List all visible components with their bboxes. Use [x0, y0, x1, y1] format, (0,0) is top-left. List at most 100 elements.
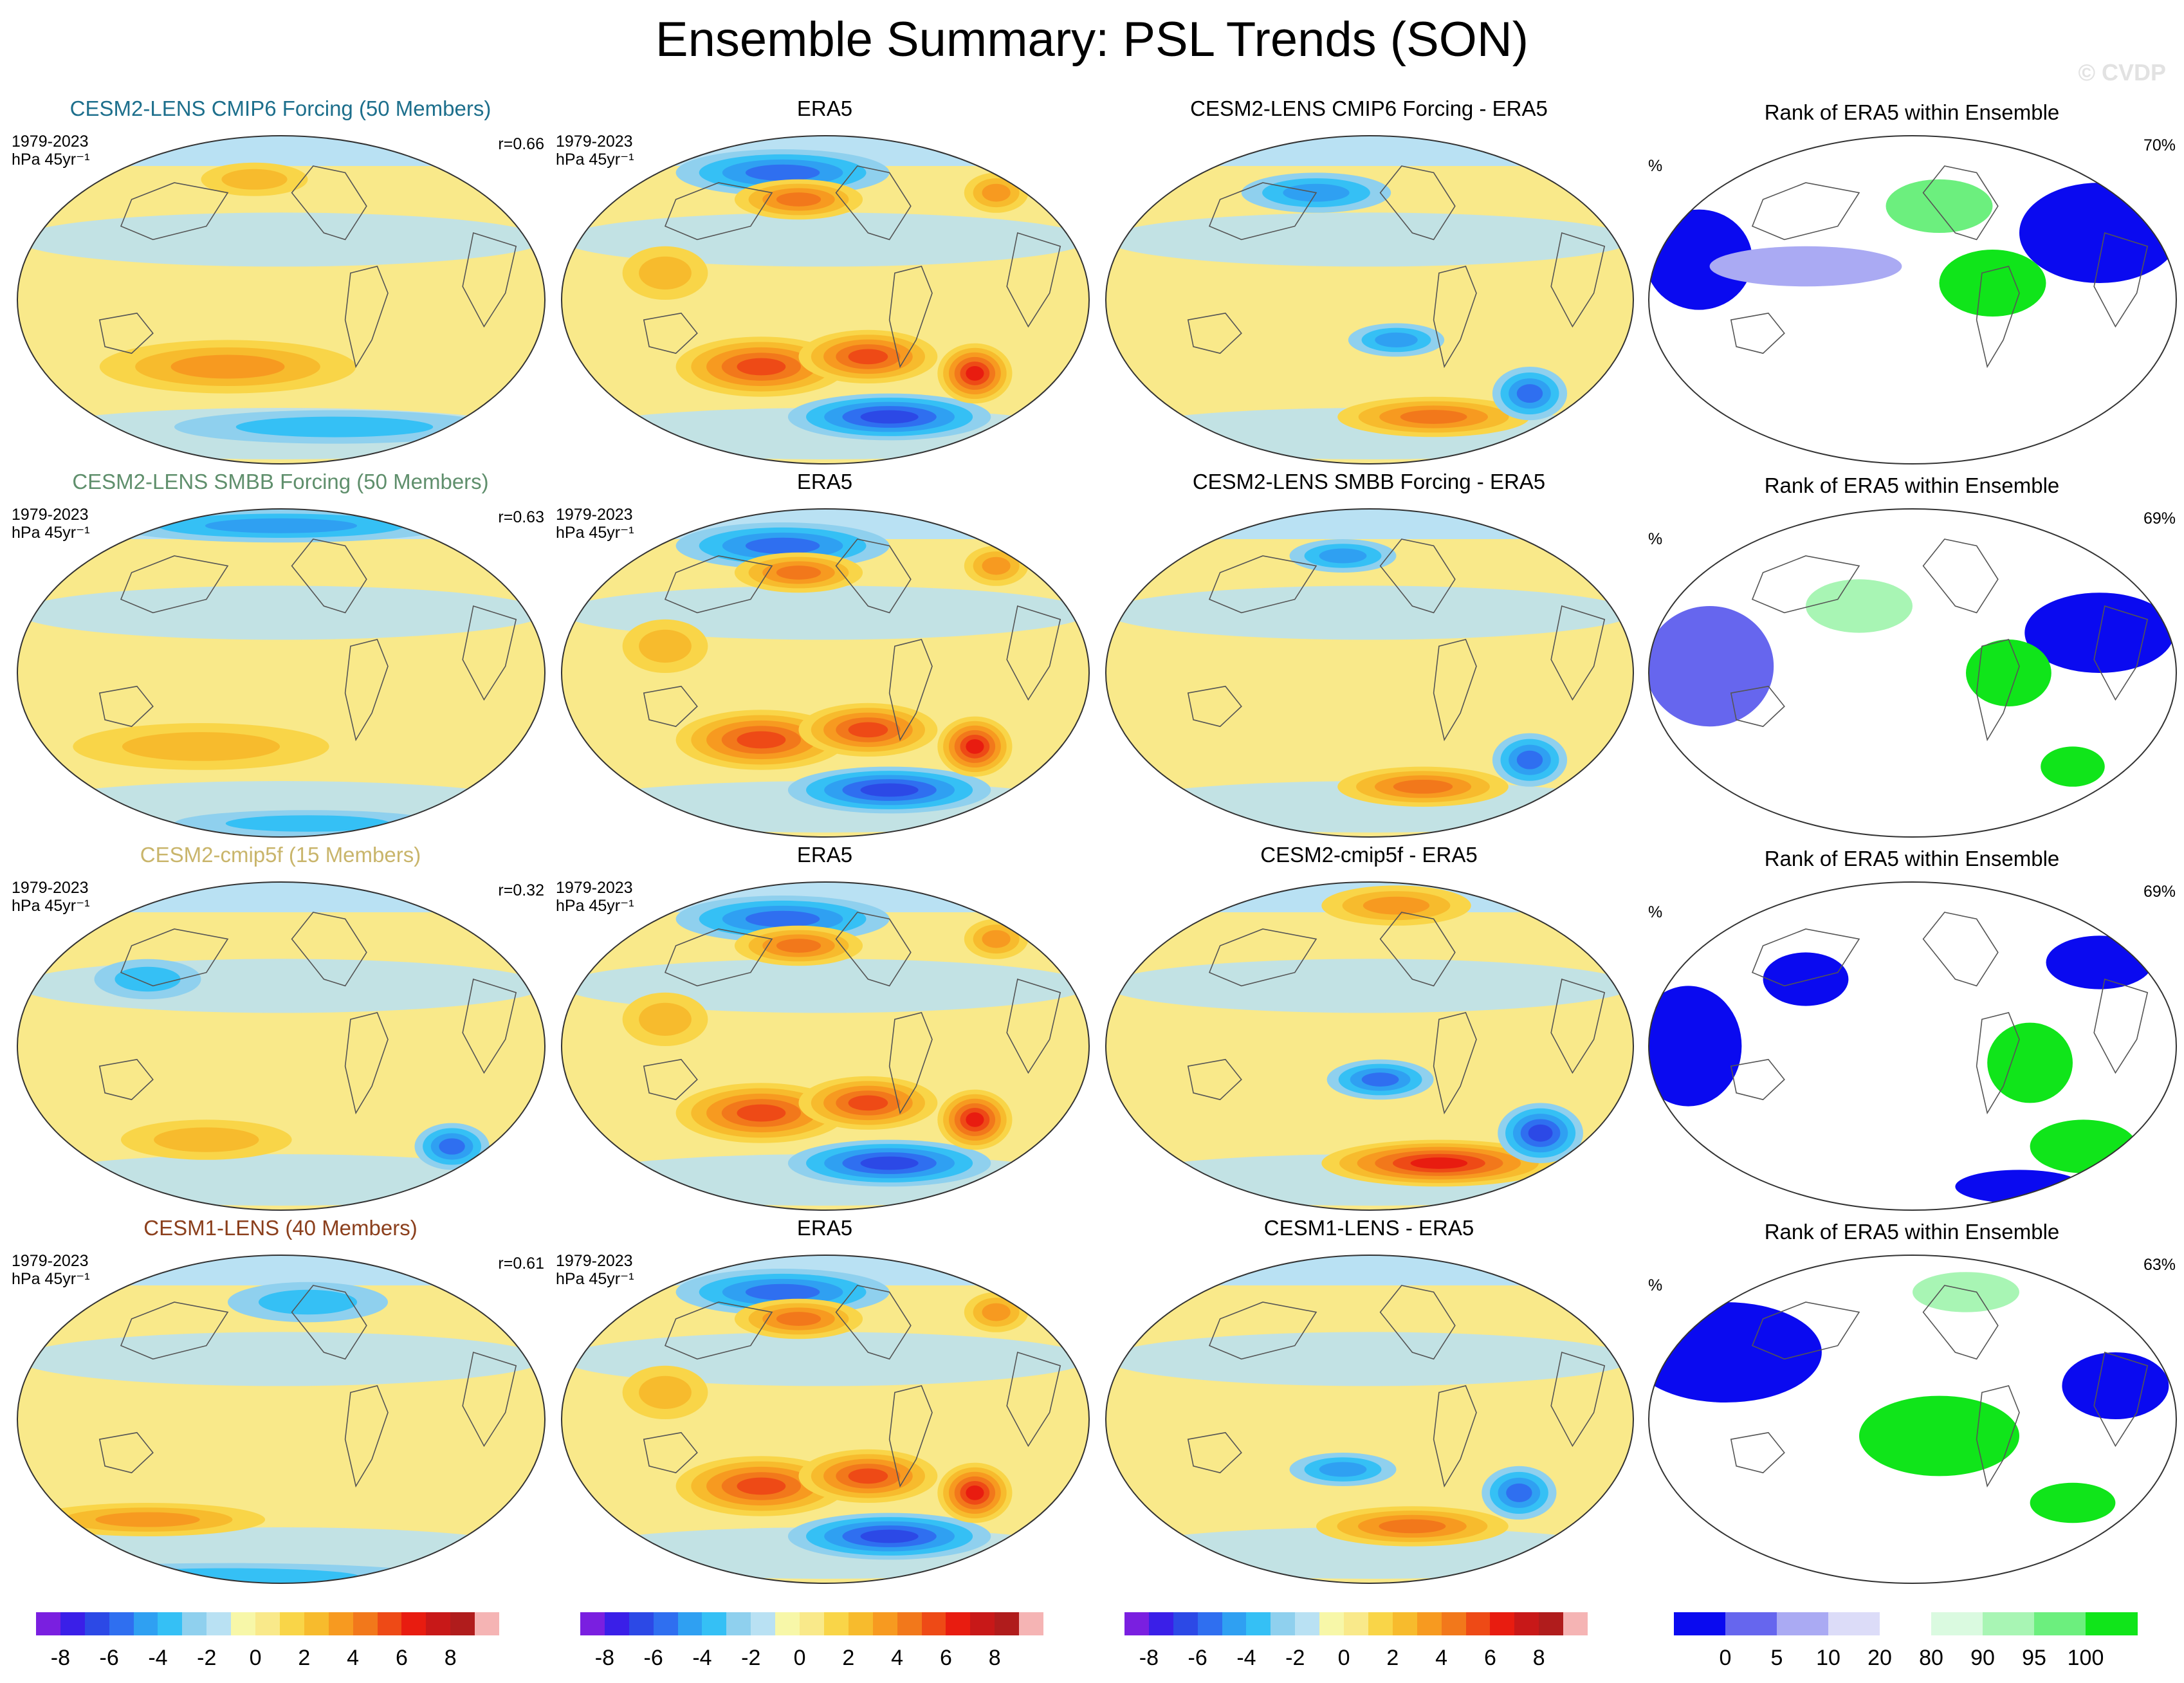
- panel-rank-row-2: Rank of ERA5 within Ensemble% 69%: [1639, 470, 2184, 843]
- colorbar-tick-label: 5: [1770, 1646, 1783, 1670]
- colorbar-tick-label: 0: [249, 1646, 262, 1670]
- positive-trend-contour: [737, 1477, 786, 1495]
- period-and-units: 1979-2023 hPa 45yr⁻¹: [556, 133, 634, 169]
- colorbar-swatch: [1725, 1612, 1777, 1635]
- map-border: [1648, 135, 2177, 464]
- coastline: [344, 266, 389, 369]
- colorbar-swatch: [401, 1612, 427, 1635]
- colorbar-swatch: [1222, 1612, 1247, 1635]
- colorbar-swatch: [1880, 1612, 1932, 1635]
- coastline: [888, 1012, 933, 1115]
- panel-title: ERA5: [796, 97, 853, 120]
- negative-trend-contour: [860, 410, 919, 424]
- panel-rank-row-3: Rank of ERA5 within Ensemble% 69%: [1639, 843, 2184, 1216]
- coastline: [1379, 538, 1456, 614]
- colorbar-swatch: [255, 1612, 280, 1635]
- panel-title: Rank of ERA5 within Ensemble: [1764, 1220, 2060, 1244]
- negative-trend-contour: [205, 518, 358, 533]
- colorbar-swatch: [921, 1612, 946, 1635]
- positive-trend-contour: [776, 192, 821, 207]
- negative-trend-contour: [1361, 1072, 1399, 1087]
- positive-trend-contour: [639, 629, 692, 663]
- coastline: [1006, 978, 1061, 1074]
- units-label: hPa 45yr⁻¹: [556, 897, 634, 915]
- colorbar-swatch: [1319, 1612, 1344, 1635]
- coastline: [344, 639, 389, 742]
- panel-title: CESM2-LENS CMIP6 Forcing (50 Members): [69, 97, 491, 120]
- colorbar-swatch: [1539, 1612, 1564, 1635]
- panel-diff-row-4: CESM1-LENS - ERA5: [1096, 1216, 1642, 1589]
- rank-region: [1966, 639, 2051, 706]
- colorbar-tick-label: 0: [1719, 1646, 1732, 1670]
- colorbar-swatch: [109, 1612, 134, 1635]
- colorbar-swatch: [1777, 1612, 1829, 1635]
- colorbar-tick-label: -2: [197, 1646, 217, 1670]
- map-field: [562, 1255, 1089, 1583]
- colorbar-swatch: [970, 1612, 995, 1635]
- colorbar-tick-label: 100: [2067, 1646, 2104, 1670]
- period-label: 1979-2023: [12, 1252, 89, 1270]
- colorbar-swatch: [1173, 1612, 1198, 1635]
- panel-title: ERA5: [796, 843, 853, 867]
- map-diff: [1105, 1255, 1634, 1584]
- positive-trend-contour: [737, 731, 786, 749]
- period-label: 1979-2023: [12, 506, 89, 524]
- colorbar-swatch: [1392, 1612, 1418, 1635]
- coastline: [1433, 1385, 1477, 1488]
- positive-trend-contour: [776, 1312, 821, 1326]
- rank-region: [1763, 952, 1849, 1006]
- rank-region: [2030, 1482, 2116, 1523]
- colorbar-swatch: [1295, 1612, 1320, 1635]
- coastline: [1922, 912, 1999, 987]
- colorbar-swatch: [182, 1612, 207, 1635]
- map-era5: [561, 1255, 1090, 1584]
- period-and-units: 1979-2023 hPa 45yr⁻¹: [556, 1252, 634, 1288]
- coastline: [2093, 232, 2149, 328]
- colorbar-tick-label: -8: [594, 1646, 615, 1670]
- coastline: [462, 232, 517, 328]
- negative-trend-contour: [1506, 1483, 1532, 1502]
- coastline: [1550, 605, 1606, 701]
- colorbar-swatch: [1124, 1612, 1150, 1635]
- positive-trend-contour: [966, 366, 984, 381]
- coastline: [1433, 266, 1477, 369]
- coastline: [1208, 555, 1317, 614]
- coastline: [664, 182, 773, 241]
- coastline: [1976, 266, 2020, 369]
- colorbar-tick-label: 6: [939, 1646, 952, 1670]
- colorbar-swatch: [1368, 1612, 1393, 1635]
- colorbar-swatch: [995, 1612, 1020, 1635]
- map-border: [1648, 1255, 2177, 1584]
- polar-band: [1106, 1255, 1633, 1285]
- panel-title: CESM1-LENS - ERA5: [1263, 1216, 1474, 1240]
- panel-title: CESM2-LENS CMIP6 Forcing - ERA5: [1190, 97, 1548, 120]
- colorbar-tick-label: 8: [988, 1646, 1001, 1670]
- coastline: [291, 538, 367, 614]
- colorbar-swatch: [1246, 1612, 1271, 1635]
- colorbar-swatch: [1197, 1612, 1223, 1635]
- colorbar-swatch: [726, 1612, 751, 1635]
- colorbar-swatch: [897, 1612, 922, 1635]
- colorbar-swatch: [279, 1612, 305, 1635]
- coastline: [1006, 232, 1061, 328]
- map-border: [1105, 881, 1634, 1211]
- rank-region: [1939, 250, 2046, 317]
- coastline: [664, 1301, 773, 1360]
- coastline: [1550, 978, 1606, 1074]
- map-era5: [561, 881, 1090, 1211]
- rank-region: [2019, 183, 2176, 283]
- period-label: 1979-2023: [556, 879, 633, 897]
- rank-region: [1955, 1170, 2084, 1204]
- colorbar-swatch: [800, 1612, 825, 1635]
- colorbar-2: -8 -6 -4 -2 0 2 4 6 8: [580, 1612, 1069, 1683]
- negative-trend-contour: [115, 966, 181, 992]
- trend-band: [17, 959, 545, 1013]
- rank-region: [1649, 209, 1752, 310]
- pattern-correlation: r=0.61: [498, 1255, 544, 1273]
- coastline: [1976, 1385, 2020, 1488]
- panel-model-row-4: CESM1-LENS (40 Members) 1979-2023 hPa 45yr…: [8, 1216, 553, 1589]
- colorbar-tick-label: 2: [842, 1646, 855, 1670]
- colorbar-tick-label: -2: [741, 1646, 761, 1670]
- coastline: [98, 312, 154, 354]
- colorbar-swatch: [231, 1612, 256, 1635]
